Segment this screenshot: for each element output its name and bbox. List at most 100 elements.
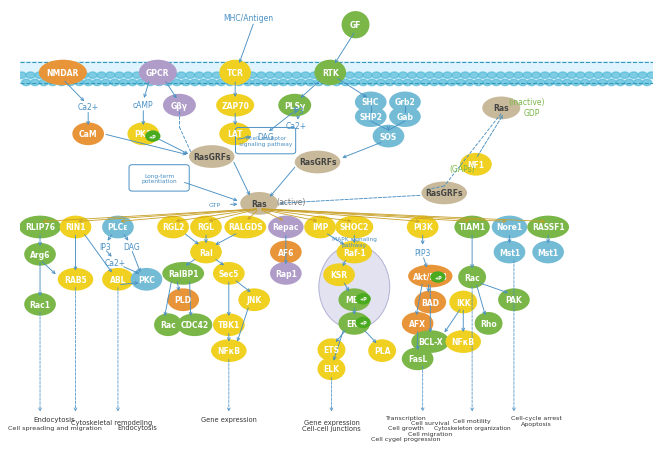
Circle shape: [505, 73, 514, 79]
Ellipse shape: [219, 61, 251, 86]
Ellipse shape: [475, 312, 502, 335]
Circle shape: [39, 80, 48, 86]
FancyBboxPatch shape: [20, 61, 653, 85]
Circle shape: [616, 80, 625, 86]
Ellipse shape: [213, 313, 245, 336]
Text: RasGRFs: RasGRFs: [299, 158, 336, 167]
Circle shape: [243, 80, 252, 86]
Circle shape: [115, 73, 124, 79]
Circle shape: [403, 80, 412, 86]
Circle shape: [230, 73, 239, 79]
Ellipse shape: [315, 61, 346, 86]
Text: ERK: ERK: [346, 319, 363, 328]
Text: Akt/PKB: Akt/PKB: [413, 272, 448, 281]
Circle shape: [345, 73, 354, 79]
Circle shape: [479, 73, 487, 79]
Text: PKC: PKC: [138, 275, 155, 284]
Ellipse shape: [408, 265, 453, 288]
Text: Long-term
potentiation: Long-term potentiation: [141, 173, 177, 184]
Circle shape: [177, 73, 186, 79]
Circle shape: [394, 80, 403, 86]
Circle shape: [589, 80, 598, 86]
Circle shape: [61, 73, 71, 79]
Circle shape: [363, 73, 372, 79]
Text: Ca2+: Ca2+: [78, 103, 99, 112]
Ellipse shape: [73, 123, 104, 146]
Text: NFκB: NFκB: [452, 337, 475, 346]
Text: ABL: ABL: [110, 275, 126, 284]
Ellipse shape: [190, 241, 222, 264]
Text: PKA: PKA: [135, 130, 152, 139]
Circle shape: [417, 73, 425, 79]
Text: Arg6: Arg6: [30, 250, 50, 259]
Circle shape: [101, 80, 111, 86]
Circle shape: [509, 80, 519, 86]
Ellipse shape: [39, 61, 87, 86]
Circle shape: [607, 80, 616, 86]
Ellipse shape: [482, 97, 521, 120]
Ellipse shape: [415, 291, 446, 313]
Text: PAK: PAK: [506, 296, 523, 304]
Circle shape: [447, 80, 456, 86]
Ellipse shape: [411, 330, 449, 353]
Text: cAMP: cAMP: [133, 101, 154, 110]
Circle shape: [26, 73, 35, 79]
Circle shape: [576, 73, 585, 79]
Text: Endocytosis: Endocytosis: [34, 416, 75, 422]
Text: BAD: BAD: [421, 298, 439, 307]
Text: Cytoskeletal remodeling: Cytoskeletal remodeling: [71, 419, 152, 425]
Text: RGL2: RGL2: [162, 223, 184, 232]
Circle shape: [372, 73, 381, 79]
Circle shape: [141, 73, 150, 79]
Text: GDP: GDP: [523, 109, 540, 118]
Text: Cell-cycle arrest: Cell-cycle arrest: [511, 415, 562, 420]
Circle shape: [261, 80, 270, 86]
Text: GF: GF: [350, 21, 361, 30]
Circle shape: [292, 73, 301, 79]
Text: Ca2+: Ca2+: [104, 258, 126, 268]
Ellipse shape: [318, 339, 345, 361]
Text: Cell cygel progression: Cell cygel progression: [371, 436, 441, 441]
Text: LAT: LAT: [228, 130, 243, 139]
Circle shape: [84, 80, 93, 86]
Text: Endocytosis: Endocytosis: [117, 424, 157, 430]
Circle shape: [79, 73, 88, 79]
Circle shape: [239, 73, 248, 79]
Circle shape: [354, 73, 363, 79]
Text: Repac: Repac: [273, 223, 299, 232]
Circle shape: [57, 80, 66, 86]
Text: +P: +P: [359, 297, 367, 302]
Ellipse shape: [498, 289, 530, 311]
Circle shape: [318, 73, 328, 79]
Circle shape: [53, 73, 61, 79]
Circle shape: [235, 80, 243, 86]
Circle shape: [297, 80, 305, 86]
Circle shape: [270, 80, 279, 86]
Ellipse shape: [494, 241, 525, 264]
Circle shape: [621, 73, 629, 79]
Circle shape: [443, 73, 452, 79]
Circle shape: [430, 80, 439, 86]
Ellipse shape: [102, 216, 134, 239]
Text: Ras: Ras: [493, 104, 509, 113]
Text: PLCε: PLCε: [108, 223, 128, 232]
Circle shape: [35, 73, 44, 79]
Ellipse shape: [224, 216, 266, 239]
Circle shape: [412, 80, 421, 86]
Circle shape: [226, 80, 235, 86]
Text: Ral: Ral: [199, 248, 213, 257]
Circle shape: [421, 80, 430, 86]
Text: Gab: Gab: [396, 113, 413, 122]
Text: PLD: PLD: [175, 296, 192, 304]
Circle shape: [248, 73, 257, 79]
Circle shape: [279, 80, 288, 86]
Text: Sec5: Sec5: [218, 269, 239, 278]
Circle shape: [266, 73, 275, 79]
Ellipse shape: [270, 263, 301, 285]
Text: BCL-X: BCL-X: [418, 337, 443, 346]
Circle shape: [310, 73, 318, 79]
Text: PIP3: PIP3: [415, 248, 431, 257]
Ellipse shape: [355, 107, 387, 128]
Text: MHC/Antigen: MHC/Antigen: [223, 15, 273, 23]
Ellipse shape: [190, 216, 222, 239]
